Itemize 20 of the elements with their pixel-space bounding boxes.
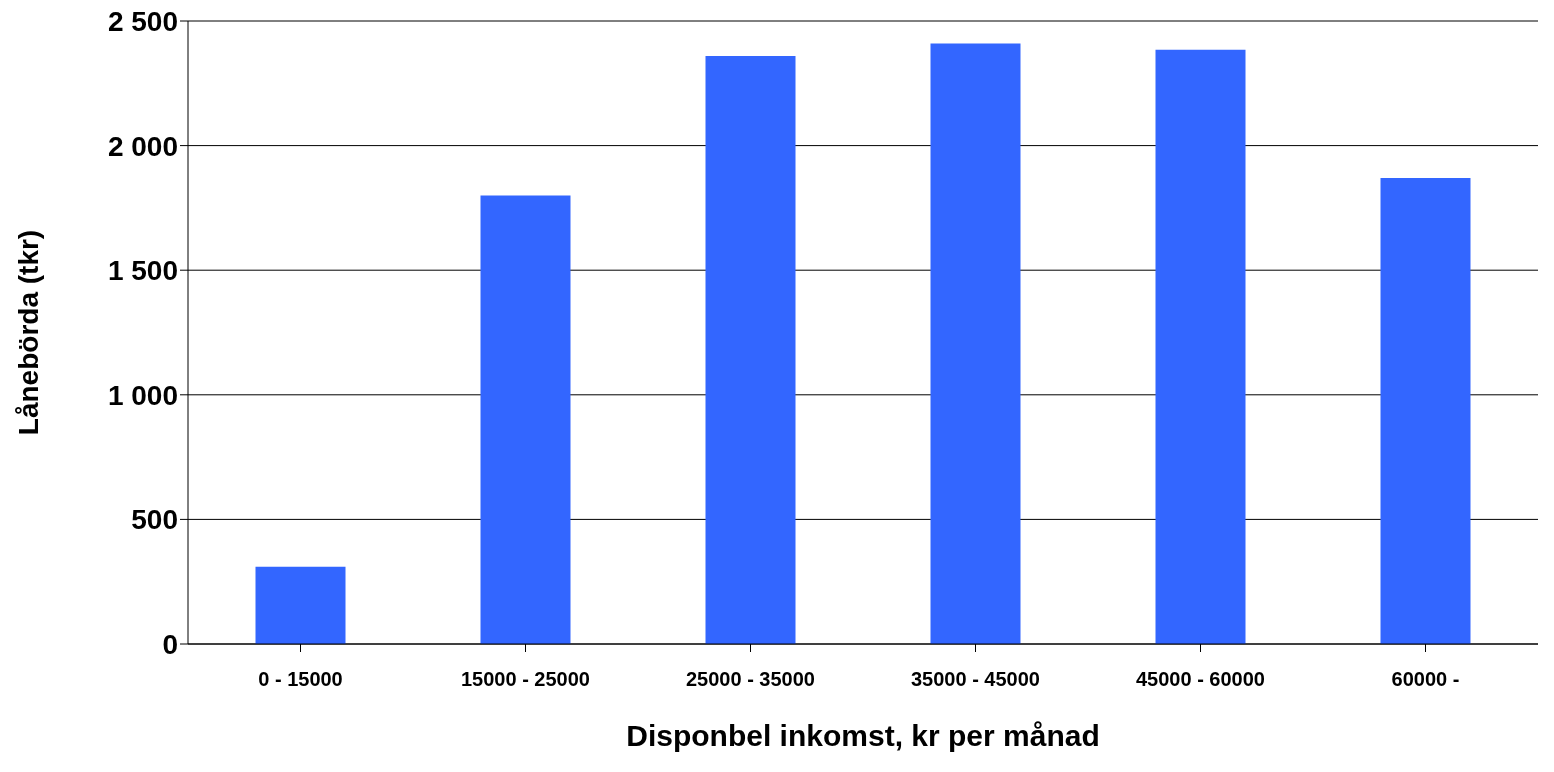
- x-tick-label: 0 - 15000: [258, 668, 343, 691]
- y-axis-title: Lånebörda (tkr): [12, 229, 44, 436]
- x-tick-label: 25000 - 35000: [685, 668, 816, 691]
- bar: [1155, 49, 1246, 644]
- x-axis-title: Disponbel inkomst, kr per månad: [626, 719, 1100, 752]
- bar: [930, 43, 1021, 644]
- x-tick-label: 15000 - 25000: [460, 668, 591, 691]
- y-tick-label: 1 000: [107, 379, 178, 411]
- bar: [705, 55, 796, 644]
- y-tick-label: 500: [131, 504, 178, 536]
- bar: [255, 566, 346, 644]
- y-tick-label: 2 000: [107, 130, 178, 162]
- x-tick-label: 45000 - 60000: [1135, 668, 1266, 691]
- x-tick-label: 60000 -: [1391, 668, 1460, 691]
- y-tick-label: 1 500: [107, 255, 178, 287]
- bar: [1380, 178, 1471, 644]
- y-tick-label: 2 500: [107, 5, 178, 37]
- x-tick-label: 35000 - 45000: [910, 668, 1041, 691]
- y-tick-label: 0: [162, 628, 178, 660]
- bar: [480, 195, 571, 644]
